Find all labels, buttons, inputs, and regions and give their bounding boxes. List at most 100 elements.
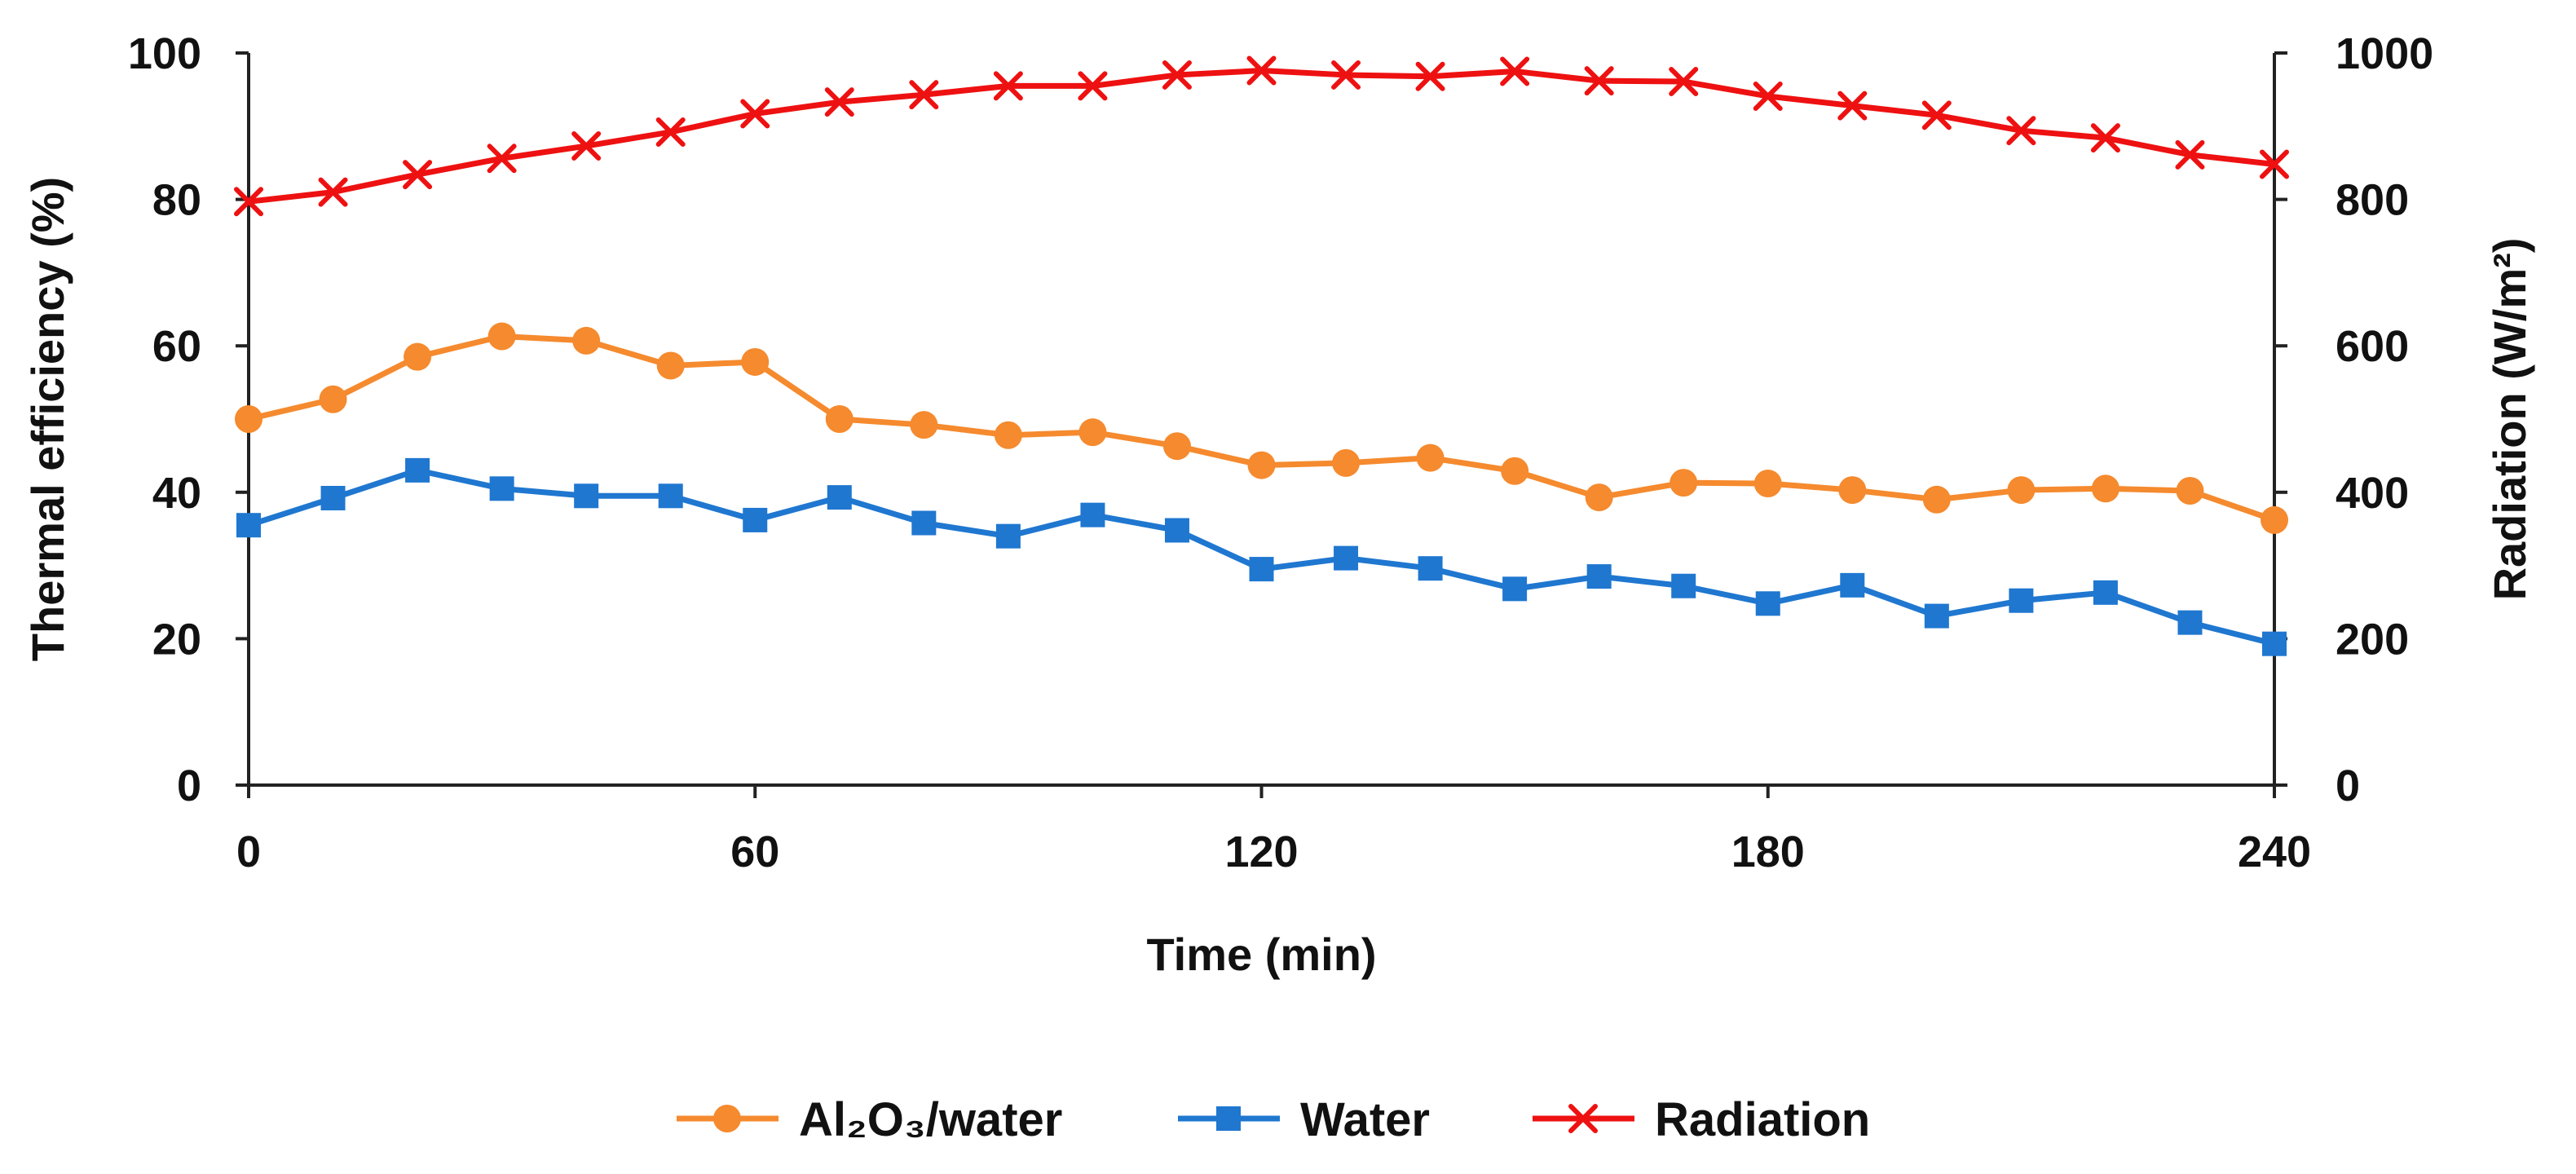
data-point-al-o-water-120 — [1247, 451, 1276, 479]
legend-item-al2o3-water: Al₂O₃/water — [677, 1093, 1062, 1146]
y-tick-label-60: 60 — [152, 322, 201, 371]
series-layer — [234, 55, 2289, 656]
data-point-water-120 — [1249, 557, 1274, 582]
data-point-water-10 — [320, 485, 346, 510]
data-point-water-180 — [1755, 591, 1780, 616]
data-point-water-40 — [574, 483, 599, 509]
data-point-al-o-water-230 — [2176, 477, 2204, 505]
series-water — [236, 457, 2287, 656]
series-radiation — [234, 55, 2289, 217]
data-point-radiation-210 — [2006, 116, 2036, 146]
y-tick-label-0: 0 — [177, 761, 201, 810]
legend-label-radiation: Radiation — [1655, 1093, 1870, 1146]
data-point-al-o-water-160 — [1585, 483, 1613, 512]
x-tick-label-0: 0 — [236, 828, 261, 876]
data-point-al-o-water-180 — [1753, 470, 1782, 498]
data-point-al-o-water-10 — [319, 385, 347, 413]
y2-tick-label-600: 600 — [2336, 322, 2409, 371]
data-point-radiation-100 — [1078, 71, 1108, 101]
legend-marker-radiation — [1568, 1104, 1598, 1133]
data-point-al-o-water-60 — [741, 347, 770, 376]
data-point-al-o-water-220 — [2091, 474, 2119, 503]
data-point-water-200 — [1924, 603, 1949, 629]
data-point-al-o-water-240 — [2261, 505, 2288, 534]
y2-axis-title: Radiation (W/m²) — [2484, 238, 2535, 601]
data-point-water-0 — [236, 513, 261, 538]
data-point-radiation-130 — [1331, 60, 1361, 90]
legend: Al₂O₃/water Water Radiation — [677, 1093, 1870, 1146]
data-point-radiation-140 — [1415, 61, 1445, 91]
data-point-al-o-water-210 — [2007, 476, 2036, 505]
data-point-al-o-water-90 — [994, 421, 1022, 449]
data-point-radiation-120 — [1246, 55, 1277, 86]
data-point-water-110 — [1164, 518, 1189, 543]
x-tick-label-120: 120 — [1224, 828, 1298, 876]
data-point-al-o-water-110 — [1162, 432, 1191, 461]
data-point-water-150 — [1502, 576, 1528, 602]
data-point-water-140 — [1418, 556, 1443, 581]
data-point-al-o-water-100 — [1078, 418, 1107, 447]
x-tick-label-60: 60 — [730, 828, 779, 876]
data-point-al-o-water-30 — [487, 322, 516, 351]
data-point-radiation-180 — [1753, 81, 1783, 111]
data-point-water-70 — [827, 485, 852, 510]
data-point-al-o-water-0 — [235, 405, 262, 433]
axes: 0 60 120 180 2400204060801000200400600800100… — [128, 29, 2433, 876]
data-point-water-220 — [2093, 580, 2118, 605]
series-line-radiation — [248, 68, 2275, 205]
data-point-water-80 — [911, 510, 937, 536]
legend-marker-water — [1216, 1106, 1241, 1131]
data-point-water-160 — [1586, 564, 1612, 589]
data-point-radiation-160 — [1584, 66, 1614, 96]
data-point-water-210 — [2009, 588, 2034, 613]
data-point-radiation-40 — [571, 131, 602, 161]
y2-tick-label-0: 0 — [2336, 761, 2360, 810]
data-point-radiation-80 — [909, 80, 939, 110]
series-al-o-water — [235, 322, 2288, 534]
legend-label-al2o3-water: Al₂O₃/water — [799, 1093, 1062, 1146]
data-point-al-o-water-70 — [825, 405, 854, 433]
data-point-radiation-90 — [993, 71, 1023, 101]
y-axis-title: Thermal efficiency (%) — [22, 177, 73, 661]
data-point-al-o-water-50 — [656, 351, 685, 380]
data-point-radiation-150 — [1500, 56, 1530, 86]
data-point-radiation-200 — [1921, 100, 1952, 130]
y2-tick-label-800: 800 — [2336, 176, 2409, 225]
data-point-al-o-water-170 — [1670, 469, 1698, 497]
data-point-water-30 — [489, 476, 514, 501]
data-point-water-170 — [1671, 573, 1696, 598]
data-point-radiation-190 — [1837, 90, 1868, 121]
data-point-al-o-water-140 — [1416, 444, 1445, 472]
y-tick-label-80: 80 — [152, 176, 201, 225]
data-point-al-o-water-130 — [1332, 448, 1361, 477]
data-point-radiation-30 — [487, 143, 517, 174]
data-point-radiation-50 — [655, 117, 686, 147]
data-point-al-o-water-40 — [572, 326, 601, 355]
data-point-radiation-0 — [234, 187, 263, 217]
legend-label-water: Water — [1300, 1093, 1430, 1146]
y2-tick-label-1000: 1000 — [2336, 29, 2433, 78]
data-point-al-o-water-80 — [910, 411, 938, 439]
data-point-radiation-10 — [318, 177, 348, 207]
x-tick-label-240: 240 — [2238, 828, 2311, 876]
data-point-radiation-230 — [2175, 139, 2205, 170]
data-point-radiation-220 — [2090, 123, 2120, 153]
y-tick-label-100: 100 — [128, 29, 201, 78]
data-point-radiation-60 — [740, 99, 770, 129]
data-point-water-190 — [1840, 572, 1865, 598]
data-point-radiation-240 — [2260, 149, 2289, 179]
y-tick-label-20: 20 — [152, 615, 201, 664]
data-point-al-o-water-20 — [404, 342, 432, 371]
data-point-water-100 — [1080, 502, 1105, 527]
legend-marker-al-o-water — [713, 1105, 741, 1132]
data-point-radiation-70 — [824, 87, 854, 117]
axis-labels: Time (min) Thermal efficiency (%) Radiat… — [22, 177, 2535, 980]
data-point-radiation-110 — [1162, 60, 1192, 90]
data-point-al-o-water-190 — [1838, 476, 1867, 505]
data-point-water-230 — [2177, 610, 2203, 635]
data-point-water-90 — [995, 523, 1021, 549]
x-tick-label-180: 180 — [1731, 828, 1805, 876]
legend-item-radiation: Radiation — [1533, 1093, 1870, 1146]
x-axis-title: Time (min) — [1146, 929, 1376, 980]
